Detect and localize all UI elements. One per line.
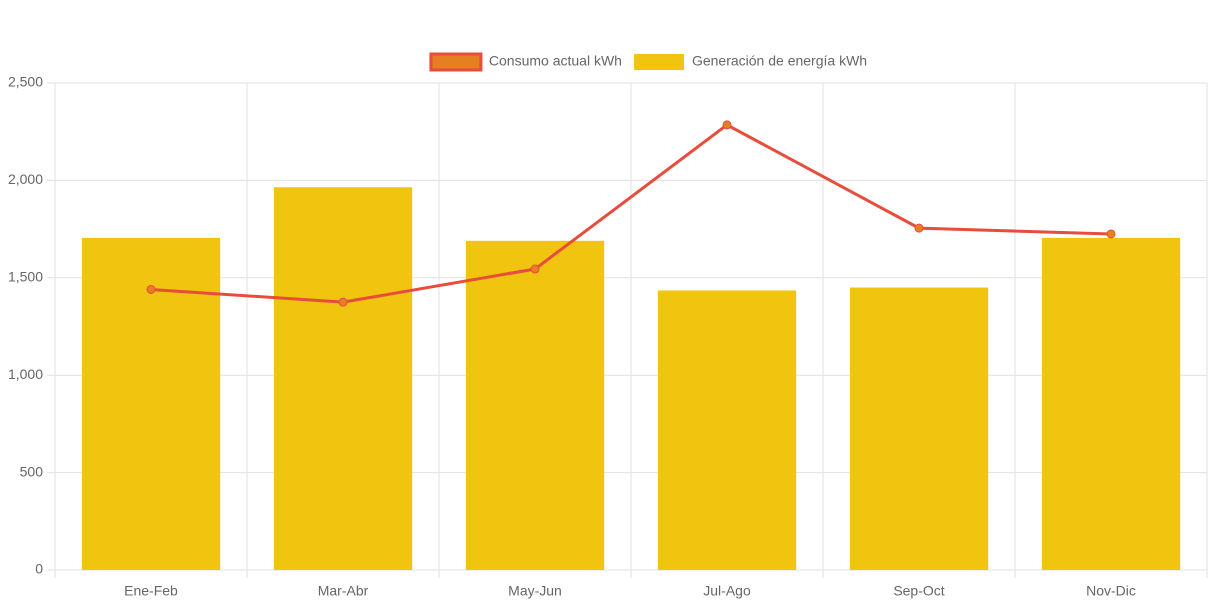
x-tick-label: May-Jun	[508, 583, 562, 599]
y-tick-label: 0	[35, 561, 43, 577]
point	[1106, 229, 1116, 239]
legend-label: Consumo actual kWh	[489, 53, 622, 69]
y-tick-label: 1,500	[8, 269, 43, 285]
point	[914, 223, 924, 233]
x-tick-label: Jul-Ago	[703, 583, 751, 599]
bar	[273, 187, 413, 570]
bar	[465, 240, 605, 570]
bar	[849, 287, 989, 570]
y-tick-label: 1,000	[8, 366, 43, 382]
legend-swatch	[429, 52, 483, 72]
line	[150, 123, 1112, 304]
legend-label: Generación de energía kWh	[692, 53, 867, 69]
x-tick-label: Ene-Feb	[124, 583, 178, 599]
x-tick-label: Nov-Dic	[1086, 583, 1136, 599]
bar	[1041, 237, 1181, 570]
y-tick-label: 2,500	[8, 74, 43, 90]
x-tick-label: Mar-Abr	[318, 583, 369, 599]
x-tick-label: Sep-Oct	[893, 583, 944, 599]
point	[338, 297, 348, 307]
y-tick-label: 2,000	[8, 171, 43, 187]
bar	[657, 290, 797, 570]
y-tick-label: 500	[20, 463, 44, 479]
legend: Consumo actual kWh Generación de energía …	[429, 52, 867, 72]
point	[146, 284, 156, 294]
legend-swatch	[633, 54, 684, 70]
point	[722, 120, 732, 130]
point	[530, 264, 540, 274]
